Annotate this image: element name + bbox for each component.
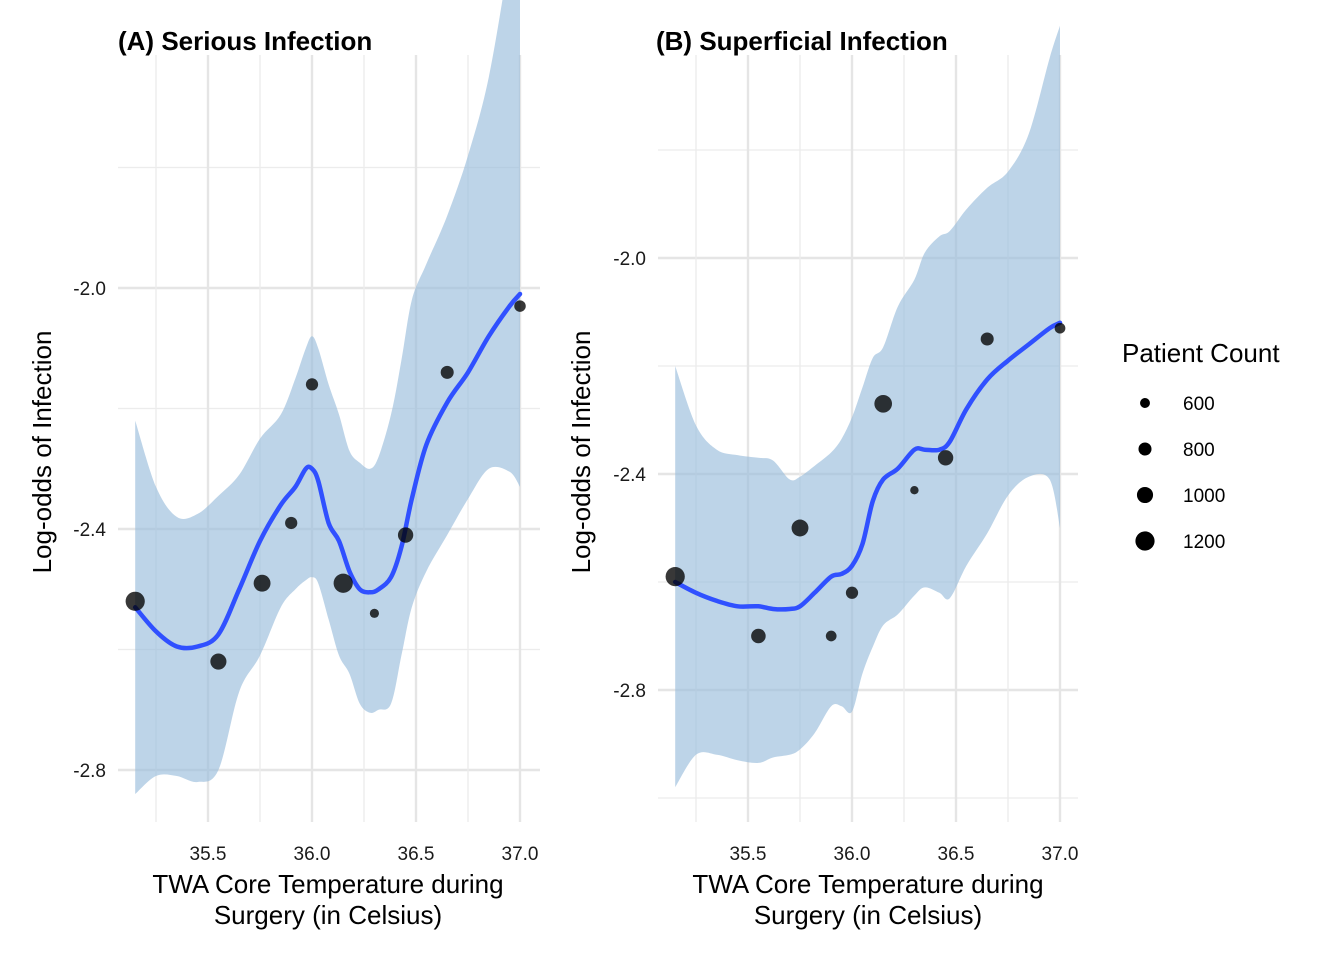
y-tick-label: -2.4 (73, 520, 106, 541)
data-point (751, 628, 766, 644)
data-point (210, 653, 227, 670)
panel-a-y-axis-title: Log-odds of Infection (27, 331, 57, 574)
legend-title: Patient Count (1122, 338, 1280, 368)
panel-b-x-tick-labels: 35.5 36.0 36.5 37.0 (730, 844, 1079, 865)
x-tick-label: 36.0 (834, 844, 871, 865)
data-point (845, 586, 859, 599)
confidence-band (135, 0, 520, 795)
data-point (440, 365, 454, 379)
y-tick-label: -2.8 (73, 761, 106, 782)
data-point (1054, 322, 1066, 334)
y-tick-label: -2.0 (613, 249, 646, 270)
panel-a-smooth-line-group (132, 291, 523, 651)
data-point (285, 516, 298, 530)
data-point (514, 300, 526, 312)
panel-a-serious-infection: (A) Serious Infection -2.0 -2.4 -2.8 35.… (27, 0, 540, 930)
x-tick-label: 37.0 (502, 844, 539, 865)
legend-key-circle (1140, 398, 1150, 408)
confidence-band (675, 25, 1060, 788)
legend-key-circle (1136, 486, 1154, 504)
smooth-line (132, 291, 523, 651)
legend-label: 600 (1183, 394, 1215, 415)
y-tick-label: -2.4 (613, 465, 646, 486)
x-tick-label: 36.5 (398, 844, 435, 865)
panel-a-y-tick-labels: -2.0 -2.4 -2.8 (73, 279, 106, 782)
panel-b-y-axis-title: Log-odds of Infection (566, 331, 596, 574)
x-tick-label: 36.0 (294, 844, 331, 865)
legend-label: 1000 (1183, 486, 1225, 507)
x-tick-label: 35.5 (730, 844, 767, 865)
legend-item-1200: 1200 (1135, 531, 1225, 553)
data-point (980, 332, 994, 346)
legend-label: 800 (1183, 440, 1215, 461)
legend-item-800: 800 (1138, 440, 1215, 461)
legend-key-circle (1138, 442, 1152, 456)
x-tick-label: 37.0 (1042, 844, 1079, 865)
legend-item-600: 600 (1140, 394, 1215, 415)
panel-b-x-axis-title-line2: Surgery (in Celsius) (754, 900, 982, 930)
data-point (791, 519, 809, 537)
x-tick-label: 36.5 (938, 844, 975, 865)
legend: Patient Count 600 800 1000 1200 (1122, 338, 1280, 553)
panel-b-superficial-infection: (B) Superficial Infection -2.0 -2.4 -2.8… (566, 25, 1079, 930)
data-point (253, 574, 271, 592)
data-point (333, 573, 353, 593)
panel-b-points (665, 322, 1066, 644)
data-point (305, 378, 319, 391)
panel-a-title: (A) Serious Infection (118, 26, 372, 56)
data-point (125, 591, 145, 611)
data-point (910, 486, 919, 495)
x-tick-label: 35.5 (190, 844, 227, 865)
panel-b-smooth-line-group (672, 320, 1063, 612)
data-point (874, 394, 893, 413)
data-point (937, 450, 954, 466)
data-point (397, 527, 414, 543)
data-point (369, 608, 379, 618)
y-tick-label: -2.8 (613, 681, 646, 702)
legend-key-circle (1135, 531, 1155, 551)
data-point (825, 630, 837, 642)
panel-b-title: (B) Superficial Infection (656, 26, 948, 56)
panel-a-confidence-band-group (135, 0, 520, 795)
y-tick-label: -2.0 (73, 279, 106, 300)
data-point (665, 567, 685, 587)
panel-b-confidence-band-group (675, 25, 1060, 788)
panel-a-x-axis-title-line1: TWA Core Temperature during (152, 869, 503, 899)
panel-b-x-axis-title-line1: TWA Core Temperature during (692, 869, 1043, 899)
panel-b-y-tick-labels: -2.0 -2.4 -2.8 (613, 249, 646, 702)
panel-a-x-axis-title-line2: Surgery (in Celsius) (214, 900, 442, 930)
legend-item-1000: 1000 (1136, 486, 1225, 507)
panel-a-x-tick-labels: 35.5 36.0 36.5 37.0 (190, 844, 539, 865)
smooth-line (672, 320, 1063, 612)
legend-label: 1200 (1183, 532, 1225, 553)
panel-a-points (125, 300, 526, 670)
